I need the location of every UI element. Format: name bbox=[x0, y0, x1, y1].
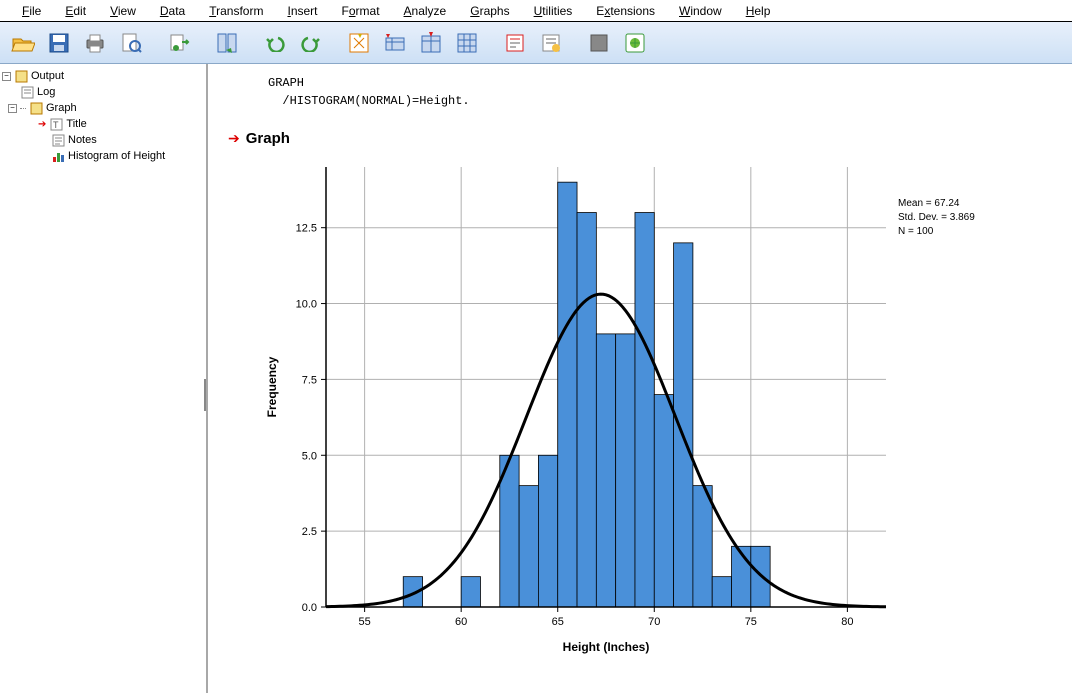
histogram-icon bbox=[51, 149, 65, 163]
dialog-recall-button[interactable] bbox=[212, 28, 242, 58]
tree-label: Output bbox=[31, 70, 64, 82]
svg-text:75: 75 bbox=[745, 616, 757, 628]
syntax-line: GRAPH bbox=[268, 74, 1052, 92]
tree-item-histogram[interactable]: Histogram of Height bbox=[2, 148, 204, 164]
svg-text:80: 80 bbox=[841, 616, 853, 628]
output-content: GRAPH /HISTOGRAM(NORMAL)=Height. ➔ Graph… bbox=[208, 64, 1072, 693]
tree-root-output[interactable]: − Output bbox=[2, 68, 204, 84]
save-button[interactable] bbox=[44, 28, 74, 58]
svg-text:Frequency: Frequency bbox=[265, 356, 279, 417]
notes-icon bbox=[51, 133, 65, 147]
log-icon bbox=[20, 85, 34, 99]
svg-text:65: 65 bbox=[552, 616, 564, 628]
tree-label: Log bbox=[37, 86, 55, 98]
print-button[interactable] bbox=[80, 28, 110, 58]
graph-heading-row: ➔ Graph bbox=[228, 130, 1052, 147]
svg-text:0.0: 0.0 bbox=[302, 602, 317, 614]
svg-text:7.5: 7.5 bbox=[302, 374, 317, 386]
variables-button[interactable] bbox=[416, 28, 446, 58]
export-button[interactable] bbox=[164, 28, 194, 58]
graph-folder-icon bbox=[29, 101, 43, 115]
menu-analyze[interactable]: Analyze bbox=[392, 2, 459, 20]
stat-sd: Std. Dev. = 3.869 bbox=[898, 211, 975, 225]
tree-item-notes[interactable]: Notes bbox=[2, 132, 204, 148]
open-button[interactable] bbox=[8, 28, 38, 58]
tree-item-graph[interactable]: − Graph bbox=[2, 100, 204, 116]
tree-label: Graph bbox=[46, 102, 77, 114]
svg-text:5.0: 5.0 bbox=[302, 450, 317, 462]
tree-item-log[interactable]: Log bbox=[2, 84, 204, 100]
menu-edit[interactable]: Edit bbox=[53, 2, 98, 20]
histogram-chart: 55 60 65 70 75 80 0.0 2.5 5.0 7.5 10.0 12.5 Height (… bbox=[258, 167, 898, 667]
svg-text:60: 60 bbox=[455, 616, 467, 628]
tree-label: Notes bbox=[68, 134, 97, 146]
output-icon bbox=[14, 69, 28, 83]
chart-container[interactable]: 55 60 65 70 75 80 0.0 2.5 5.0 7.5 10.0 12.5 Height (… bbox=[258, 167, 1052, 667]
menu-transform[interactable]: Transform bbox=[197, 2, 275, 20]
toolbar bbox=[0, 22, 1072, 64]
collapse-icon[interactable]: − bbox=[8, 104, 17, 113]
menu-file[interactable]: File bbox=[10, 2, 53, 20]
menu-extensions[interactable]: Extensions bbox=[584, 2, 667, 20]
stats-box: Mean = 67.24 Std. Dev. = 3.869 N = 100 bbox=[898, 197, 975, 239]
svg-text:55: 55 bbox=[358, 616, 370, 628]
insert-heading-button[interactable] bbox=[500, 28, 530, 58]
outline-sidebar: − Output Log − Graph ➔ T Title Notes His bbox=[0, 64, 208, 693]
graph-title: Graph bbox=[246, 130, 290, 147]
arrow-icon: ➔ bbox=[228, 130, 240, 147]
active-arrow-icon: ➔ bbox=[38, 119, 46, 130]
tree-label: Title bbox=[66, 118, 86, 130]
stat-mean: Mean = 67.24 bbox=[898, 197, 975, 211]
svg-text:70: 70 bbox=[648, 616, 660, 628]
collapse-icon[interactable]: − bbox=[2, 72, 11, 81]
menu-graphs[interactable]: Graphs bbox=[458, 2, 521, 20]
undo-button[interactable] bbox=[260, 28, 290, 58]
main-area: − Output Log − Graph ➔ T Title Notes His bbox=[0, 64, 1072, 693]
tree-label: Histogram of Height bbox=[68, 150, 165, 162]
svg-text:Height (Inches): Height (Inches) bbox=[563, 640, 650, 654]
designate-window-button[interactable] bbox=[584, 28, 614, 58]
tree-item-title[interactable]: ➔ T Title bbox=[2, 116, 204, 132]
menu-format[interactable]: Format bbox=[330, 2, 392, 20]
syntax-line: /HISTOGRAM(NORMAL)=Height. bbox=[268, 92, 1052, 110]
stat-n: N = 100 bbox=[898, 225, 975, 239]
menu-help[interactable]: Help bbox=[734, 2, 783, 20]
goto-variable-button[interactable] bbox=[380, 28, 410, 58]
svg-text:10.0: 10.0 bbox=[296, 299, 317, 311]
menu-window[interactable]: Window bbox=[667, 2, 734, 20]
menu-insert[interactable]: Insert bbox=[275, 2, 329, 20]
syntax-block: GRAPH /HISTOGRAM(NORMAL)=Height. bbox=[268, 74, 1052, 110]
insert-title-button[interactable] bbox=[536, 28, 566, 58]
print-preview-button[interactable] bbox=[116, 28, 146, 58]
redo-button[interactable] bbox=[296, 28, 326, 58]
svg-text:12.5: 12.5 bbox=[296, 223, 317, 235]
svg-text:T: T bbox=[53, 120, 59, 130]
run-button[interactable] bbox=[620, 28, 650, 58]
goto-case-button[interactable] bbox=[344, 28, 374, 58]
svg-text:2.5: 2.5 bbox=[302, 526, 317, 538]
menu-data[interactable]: Data bbox=[148, 2, 197, 20]
menubar: FileEditViewDataTransformInsertFormatAna… bbox=[0, 0, 1072, 22]
select-button[interactable] bbox=[452, 28, 482, 58]
menu-utilities[interactable]: Utilities bbox=[522, 2, 585, 20]
title-icon: T bbox=[49, 117, 63, 131]
menu-view[interactable]: View bbox=[98, 2, 148, 20]
